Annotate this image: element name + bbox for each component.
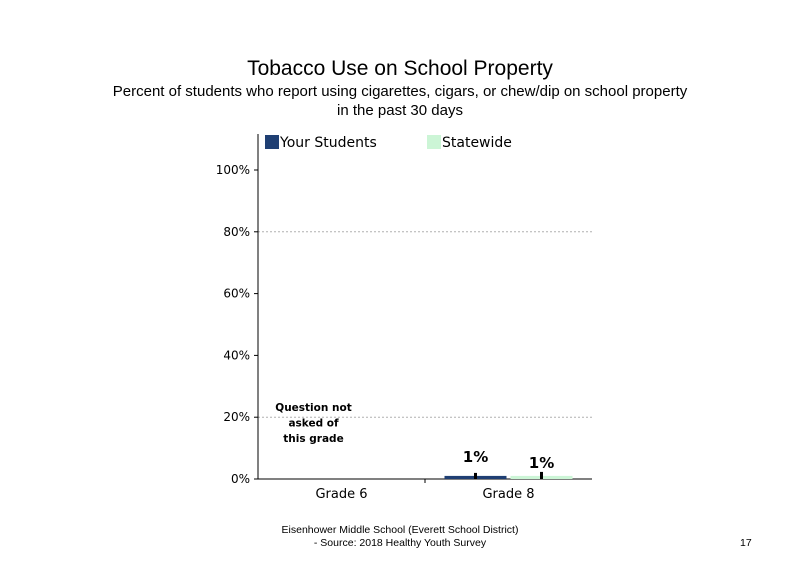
y-tick-label: 80% [223,225,250,239]
x-tick-label: Grade 6 [315,487,367,502]
gridlines [258,231,592,418]
y-tick-label: 100% [216,163,250,177]
y-tick-label: 20% [223,410,250,424]
y-tick-label: 40% [223,348,250,362]
labels: Grade 6 Grade 8 1% 1% Question not asked of th… [275,402,554,502]
data-label: 1% [463,448,488,466]
y-tick-label: 0% [231,472,250,486]
footer-school: Eisenhower Middle School (Everett School… [281,524,519,536]
legend-swatch [265,135,279,149]
chart-subtitle: Percent of students who report using cig… [60,82,740,120]
not-asked-note: asked of [288,418,339,430]
chart-subtitle-line-1: Percent of students who report using cig… [112,83,688,100]
y-tick-label: 60% [223,287,250,301]
chart-title: Tobacco Use on School Property [247,57,553,80]
legend: Your Students Statewide [265,135,512,151]
axes: 0% 20% 40% 60% 80% 100% [216,134,592,486]
page-number: 17 [740,537,752,549]
bars [444,471,573,479]
legend-swatch [427,135,441,149]
not-asked-note: Question not [275,402,351,414]
x-tick-label: Grade 8 [482,487,534,502]
footer-source: Eisenhower Middle School (Everett School… [250,524,550,550]
chart-subtitle-line-2: in the past 30 days [337,102,463,119]
footer-survey: - Source: 2018 Healthy Youth Survey [313,537,487,549]
not-asked-note: this grade [283,433,343,445]
legend-label: Your Students [279,135,377,151]
legend-label: Statewide [442,135,512,151]
data-label: 1% [529,454,554,472]
